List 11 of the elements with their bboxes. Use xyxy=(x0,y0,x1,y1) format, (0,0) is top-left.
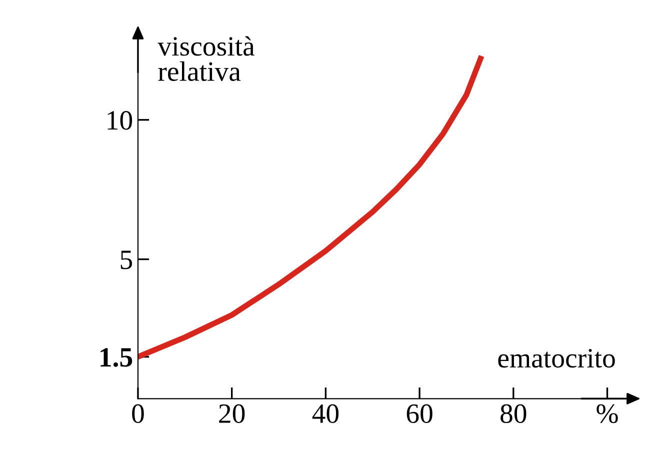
x-tick-label: % xyxy=(596,404,618,424)
y-tick-label: 1.5 xyxy=(100,348,132,367)
x-axis-title: ematocrito xyxy=(498,348,615,368)
x-tick-label: 0 xyxy=(132,404,144,424)
x-tick-label: 40 xyxy=(312,404,339,424)
y-tick-label: 10 xyxy=(108,111,132,130)
x-tick-label: 20 xyxy=(219,404,245,424)
x-tick-label: 80 xyxy=(500,404,526,424)
y-tick-label: 5 xyxy=(120,250,132,270)
y-axis-title: viscosità relativa xyxy=(158,36,255,81)
x-tick-label: 60 xyxy=(406,404,432,424)
